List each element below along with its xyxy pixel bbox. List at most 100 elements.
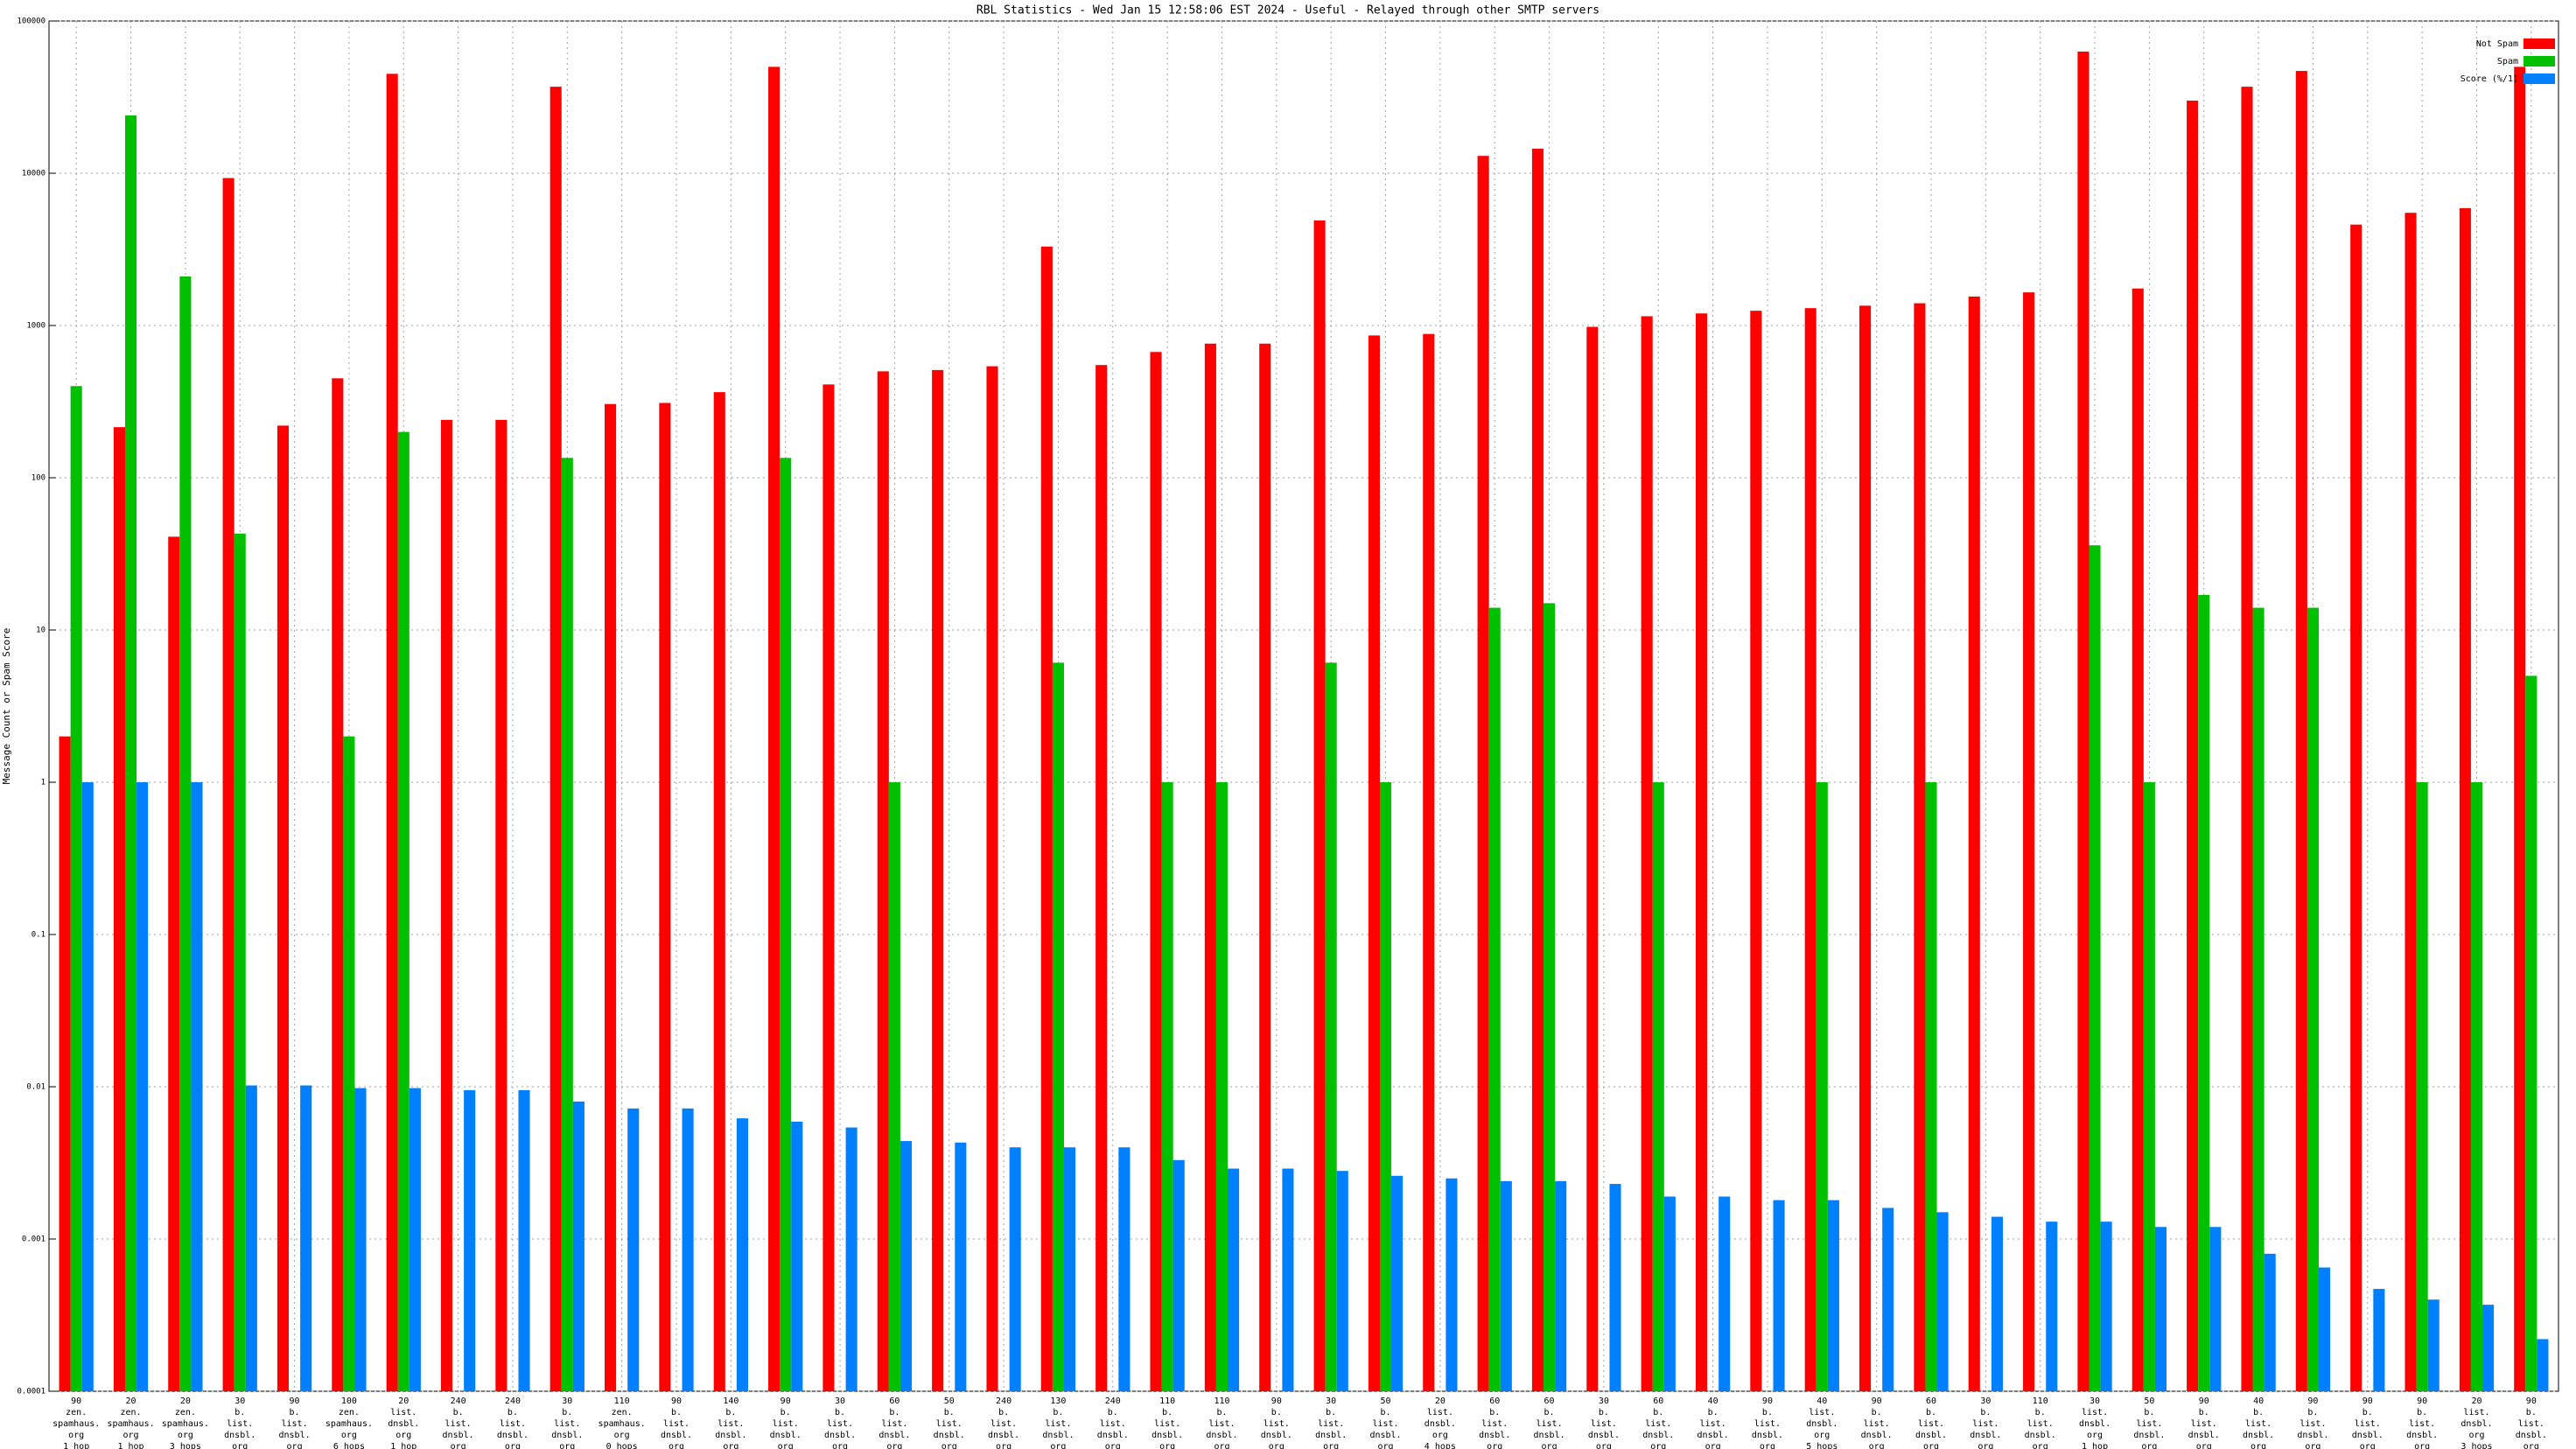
bar [300,1085,312,1391]
bar [627,1108,640,1391]
bar [1500,1180,1512,1391]
legend-label: Score (%/1) [2460,74,2518,84]
bar [2143,782,2155,1391]
bar [713,392,725,1392]
bar [1118,1147,1130,1391]
bar [1063,1147,1076,1391]
bar [1555,1180,1567,1391]
bar [1750,311,1762,1391]
bar [768,66,780,1391]
x-tick-label: 100 zen. spamhaus. org 6 hops [326,1396,373,1449]
bar [1052,662,1064,1391]
bar [1313,220,1326,1391]
bar [2264,1253,2276,1391]
bar [561,458,573,1391]
plot-frame [48,20,2559,1392]
x-tick-label: 20 zen. spamhaus. org 3 hops [162,1396,209,1449]
bar [2459,207,2471,1392]
bar [332,378,344,1391]
bar [2154,1227,2167,1391]
bar [1096,365,1108,1391]
y-axis-label: Message Count or Spam Score [1,628,12,785]
bar [1161,782,1173,1391]
x-tick-label: 40 list. dnsbl. org 5 hops [1806,1396,1838,1449]
legend-swatch [2524,74,2555,84]
bar [2525,676,2538,1391]
x-tick-label: 20 list. dnsbl. org 4 hops [1424,1396,1456,1449]
bar [791,1121,803,1391]
bar [113,427,125,1391]
bar [2046,1222,2058,1391]
bar [124,115,137,1391]
y-tick-label: 10000 [22,170,46,178]
bar [1423,333,1435,1391]
bar [1695,313,1708,1392]
bar [1859,305,1872,1392]
bar [464,1089,476,1391]
y-tick-label: 1 [41,779,46,788]
bar [572,1101,584,1391]
bar [1172,1159,1185,1391]
bar [234,533,246,1391]
bar [2427,1299,2440,1391]
bar [1259,343,1271,1392]
bar [2416,782,2428,1391]
bar [888,782,900,1391]
legend-swatch [2524,56,2555,66]
x-tick-label: 20 zen. spamhaus. org 1 hop [107,1396,154,1449]
x-tick-label: 30 list. dnsbl. org 1 hop [2079,1396,2110,1449]
bar [1609,1184,1621,1391]
bar [780,458,792,1391]
bar [2350,224,2362,1391]
bar [179,276,192,1391]
bar [2187,100,2199,1391]
bar [2295,71,2307,1392]
bar [2089,545,2101,1391]
bar [1773,1200,1785,1391]
bar [2209,1227,2222,1391]
y-tick-label: 10 [36,626,46,635]
bar [81,782,94,1391]
bar [1663,1196,1676,1391]
bar [1991,1216,2003,1391]
chart-title: RBL Statistics - Wed Jan 15 12:58:06 EST… [976,4,1600,18]
bar [354,1088,367,1391]
y-tick-label: 0.1 [32,931,46,940]
y-tick-label: 100 [32,474,46,483]
x-tick-label: 20 list. dnsbl. org 1 hop [388,1396,419,1449]
bar [1968,296,1980,1391]
bar [1882,1208,1894,1391]
bar [1641,316,1653,1391]
bar [550,87,562,1391]
bar [1827,1200,1839,1391]
bar [2077,51,2090,1391]
bar [605,403,617,1392]
bar [1544,603,1556,1391]
x-tick-label: 110 zen. spamhaus. org 0 hops [598,1396,646,1449]
bar [440,419,453,1391]
bar [343,736,355,1391]
bar [276,425,290,1391]
bar [59,736,71,1391]
